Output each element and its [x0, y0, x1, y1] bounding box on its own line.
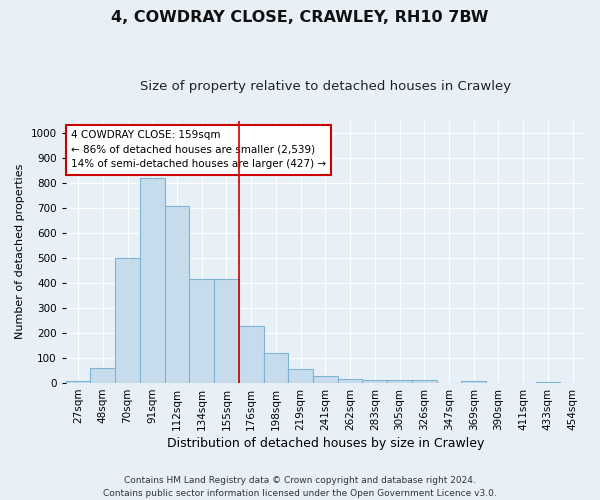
Bar [214, 280, 239, 383]
Bar [164, 206, 190, 383]
Bar [387, 380, 412, 383]
Bar [313, 376, 338, 383]
Bar [412, 380, 437, 383]
Bar [288, 370, 313, 383]
Bar [239, 326, 263, 383]
Bar [338, 380, 362, 383]
Bar [461, 381, 486, 383]
Bar [362, 380, 387, 383]
X-axis label: Distribution of detached houses by size in Crawley: Distribution of detached houses by size … [167, 437, 484, 450]
Bar [190, 280, 214, 383]
Bar [115, 258, 140, 383]
Title: Size of property relative to detached houses in Crawley: Size of property relative to detached ho… [140, 80, 511, 93]
Bar [536, 382, 560, 383]
Bar [140, 178, 164, 383]
Bar [263, 353, 288, 383]
Text: Contains HM Land Registry data © Crown copyright and database right 2024.
Contai: Contains HM Land Registry data © Crown c… [103, 476, 497, 498]
Bar [66, 380, 91, 383]
Text: 4 COWDRAY CLOSE: 159sqm
← 86% of detached houses are smaller (2,539)
14% of semi: 4 COWDRAY CLOSE: 159sqm ← 86% of detache… [71, 130, 326, 170]
Y-axis label: Number of detached properties: Number of detached properties [15, 164, 25, 340]
Text: 4, COWDRAY CLOSE, CRAWLEY, RH10 7BW: 4, COWDRAY CLOSE, CRAWLEY, RH10 7BW [112, 10, 488, 25]
Bar [91, 368, 115, 383]
